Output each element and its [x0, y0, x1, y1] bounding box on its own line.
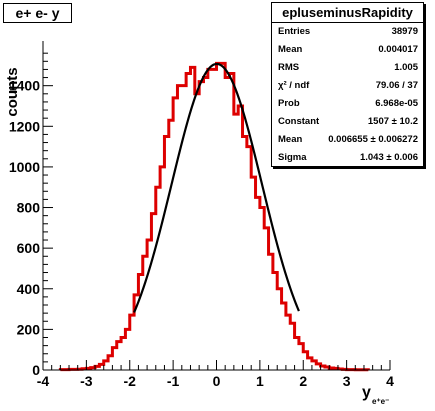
- stats-row: Entries 38979: [272, 23, 423, 41]
- stats-label: Constant: [278, 116, 320, 127]
- x-axis-label: y: [362, 384, 371, 401]
- stats-value: 79.06 / 37: [375, 80, 418, 91]
- stats-row: Sigma 1.043 ± 0.006: [272, 149, 423, 167]
- stats-row: χ² / ndf 79.06 / 37: [272, 77, 423, 95]
- y-tick-label: 1000: [9, 159, 40, 175]
- x-tick-label: 0: [213, 373, 221, 389]
- stats-value: 1507 ± 10.2: [367, 116, 418, 127]
- histogram-title: e+ e- y: [3, 3, 72, 23]
- stats-value: 38979: [391, 26, 418, 37]
- x-axis-label-subscript: e⁺e⁻: [372, 397, 389, 406]
- gaussian-fit-curve: [133, 62, 300, 313]
- y-axis-label: counts: [4, 67, 21, 116]
- x-tick-label: 4: [386, 373, 394, 389]
- y-tick-label: 0: [32, 362, 40, 378]
- y-tick-label: 200: [17, 321, 41, 337]
- stats-value: 0.004017: [378, 44, 418, 55]
- stats-label: Mean: [278, 44, 303, 55]
- stats-row: Prob 6.968e-05: [272, 95, 423, 113]
- stats-label: Mean: [278, 134, 303, 145]
- stats-box: epluseminusRapidity Entries 38979 Mean 0.00…: [271, 2, 424, 167]
- x-tick-label: -1: [167, 373, 180, 389]
- stats-row: RMS 1.005: [272, 59, 423, 77]
- x-tick-label: 3: [343, 373, 351, 389]
- stats-box-title: epluseminusRapidity: [272, 3, 423, 23]
- stats-value: 0.006655 ± 0.006272: [328, 134, 418, 145]
- stats-value: 1.005: [394, 62, 418, 73]
- y-tick-label: 400: [17, 281, 41, 297]
- stats-label: χ² / ndf: [278, 80, 310, 91]
- histogram-series: [58, 61, 370, 372]
- y-tick-label: 600: [17, 240, 41, 256]
- stats-label: Sigma: [278, 152, 307, 163]
- stats-row: Mean 0.004017: [272, 41, 423, 59]
- stats-row: Constant 1507 ± 10.2: [272, 113, 423, 131]
- y-tick-label: 1200: [9, 118, 40, 134]
- stats-label: Prob: [278, 98, 300, 109]
- x-tick-label: -3: [80, 373, 93, 389]
- x-tick-label: -2: [124, 373, 137, 389]
- stats-row: Mean 0.006655 ± 0.006272: [272, 131, 423, 149]
- y-tick-label: 1400: [9, 78, 40, 94]
- stats-value: 1.043 ± 0.006: [359, 152, 418, 163]
- x-axis-label-main: y: [362, 384, 371, 401]
- x-tick-label: 1: [256, 373, 264, 389]
- stats-label: RMS: [278, 62, 300, 73]
- x-tick-label: -4: [37, 373, 50, 389]
- stats-value: 6.968e-05: [375, 98, 418, 109]
- stats-label: Entries: [278, 26, 311, 37]
- x-tick-label: 2: [299, 373, 307, 389]
- y-tick-label: 800: [17, 200, 41, 216]
